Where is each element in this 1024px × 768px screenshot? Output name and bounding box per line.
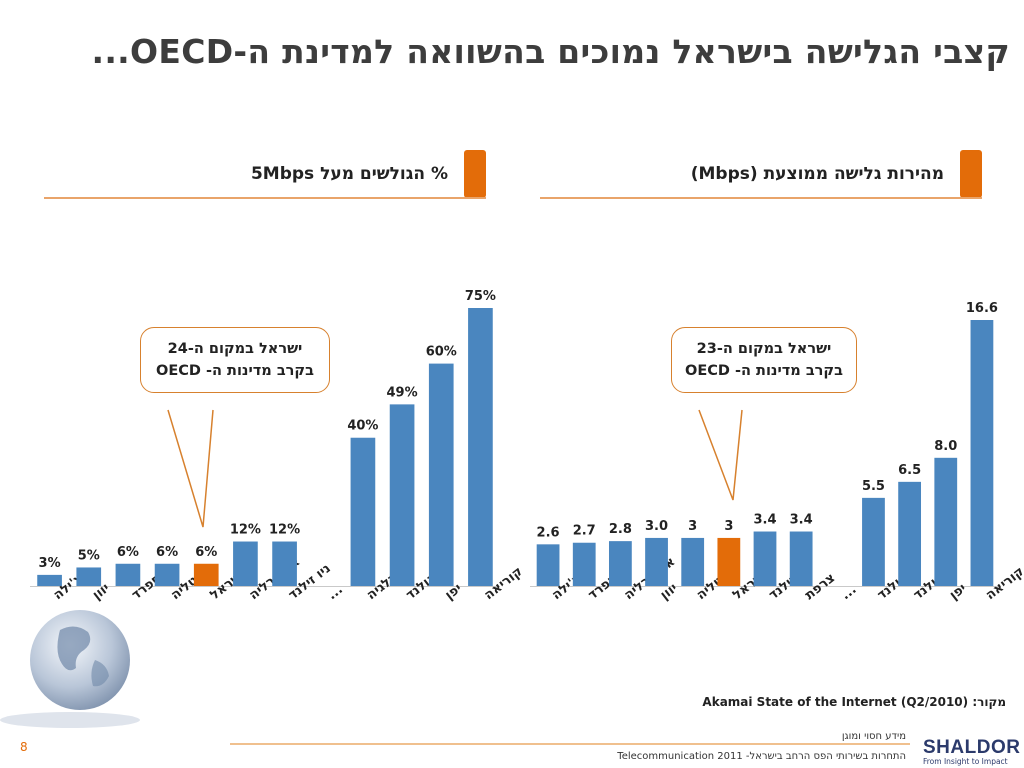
right-chart-value-label: 16.6 — [966, 301, 998, 316]
right-callout: ישראל במקום ה-23 בקרב מדינות ה- OECD — [671, 327, 857, 393]
left-chart-value-label: 60% — [426, 345, 457, 360]
right-chart-bar — [645, 537, 668, 586]
left-chart-bar — [428, 363, 454, 586]
left-header-underline — [44, 197, 486, 199]
left-chart-bar — [193, 563, 219, 586]
right-chart-value-label: 2.6 — [537, 525, 560, 540]
right-chart-value-label: 3.4 — [790, 513, 813, 528]
right-chart-value-label: 3 — [688, 519, 697, 534]
right-chart-bar — [753, 531, 777, 586]
right-bar-chart: 2.6צ'ילה2.7ספרד2.8אוסטרליה3.0יוון3איטליה… — [530, 301, 1024, 603]
right-chart-bar — [789, 531, 813, 586]
left-chart-value-label: 12% — [230, 523, 261, 538]
right-chart-value-label: 3.0 — [645, 519, 668, 534]
left-chart-value-label: 75% — [465, 289, 496, 304]
left-chart-category-label: ... — [325, 582, 346, 603]
right-chart-bar — [862, 497, 885, 586]
company-logo: SHALDOR From Insight to Impact — [923, 737, 1021, 766]
right-chart-bar — [681, 537, 705, 586]
right-callout-line2: בקרב מדינות ה- OECD — [685, 363, 843, 379]
right-chart-bar — [970, 320, 994, 586]
left-chart-bar — [233, 541, 258, 586]
footer-divider — [230, 743, 910, 745]
right-header-underline — [540, 197, 982, 199]
left-header-label: % הגולשים מעל 5Mbps — [250, 164, 448, 184]
left-chart-bar — [115, 563, 141, 586]
right-chart-bar — [717, 537, 741, 586]
left-chart-bar — [468, 308, 493, 586]
right-chart-value-label: 8.0 — [934, 439, 957, 454]
left-chart-value-label: 3% — [39, 556, 61, 571]
right-chart-category-label: ... — [839, 582, 860, 603]
left-chart-value-label: 6% — [195, 545, 217, 560]
left-chart-value-label: 49% — [387, 385, 418, 400]
right-chart-bar — [608, 541, 632, 586]
right-chart-value-label: 2.8 — [609, 522, 632, 537]
logo-name: SHALDOR — [923, 737, 1021, 758]
left-chart-bar — [37, 574, 62, 586]
globe-icon — [0, 610, 140, 728]
left-bar-chart: 3%צ'ילה5%יוון6%ספרד6%איטליה6%ישראל12%אוס… — [30, 289, 526, 603]
logo-tagline: From Insight to Impact — [923, 757, 1008, 766]
right-chart-bar — [934, 457, 958, 586]
right-header-label: מהירות גלישה ממוצעת (Mbps) — [690, 164, 944, 184]
left-chart-bar — [154, 563, 180, 586]
left-chart-bar — [350, 437, 376, 586]
left-chart-bar — [272, 541, 297, 586]
left-chart-value-label: 5% — [78, 548, 100, 563]
right-callout-line1: ישראל במקום ה-23 — [696, 341, 832, 357]
footer-confidential: מידע חסוי ומוגן — [841, 731, 906, 742]
left-callout-line1: ישראל במקום ה-24 — [167, 341, 303, 357]
page-number: 8 — [20, 740, 28, 754]
left-callout: ישראל במקום ה-24 בקרב מדינות ה- OECD — [140, 327, 330, 393]
left-chart-value-label: 12% — [269, 523, 300, 538]
left-header-accent-bar — [464, 150, 486, 198]
right-panel-header: מהירות גלישה ממוצעת (Mbps) — [540, 150, 982, 199]
right-chart-value-label: 3.4 — [753, 513, 776, 528]
source-note: מקור: Akamai State of the Internet (Q2/2… — [702, 695, 1006, 709]
right-chart-bar — [536, 544, 560, 586]
page-title: קצבי הגלישה בישראל נמוכים בהשוואה למדינת… — [91, 32, 1010, 71]
right-chart-value-label: 6.5 — [898, 463, 921, 478]
left-chart-value-label: 6% — [156, 545, 178, 560]
right-chart-value-label: 5.5 — [862, 479, 885, 494]
right-callout-pointer — [698, 409, 743, 501]
right-header-accent-bar — [960, 150, 982, 198]
left-chart-bar — [389, 404, 415, 586]
right-chart-bar — [898, 481, 922, 586]
right-chart-bar — [572, 542, 596, 586]
right-chart-value-label: 3 — [724, 519, 733, 534]
left-chart-bar — [76, 567, 102, 586]
left-callout-line2: בקרב מדינות ה- OECD — [156, 363, 314, 379]
right-chart-value-label: 2.7 — [573, 524, 596, 539]
left-panel-header: % הגולשים מעל 5Mbps — [44, 150, 486, 199]
left-callout-pointer — [167, 409, 214, 528]
footer-caption: התחרות בשירותי הפס הרחב בישראל- Telecomm… — [617, 751, 906, 762]
left-chart-value-label: 40% — [347, 419, 378, 434]
left-chart-value-label: 6% — [117, 545, 139, 560]
